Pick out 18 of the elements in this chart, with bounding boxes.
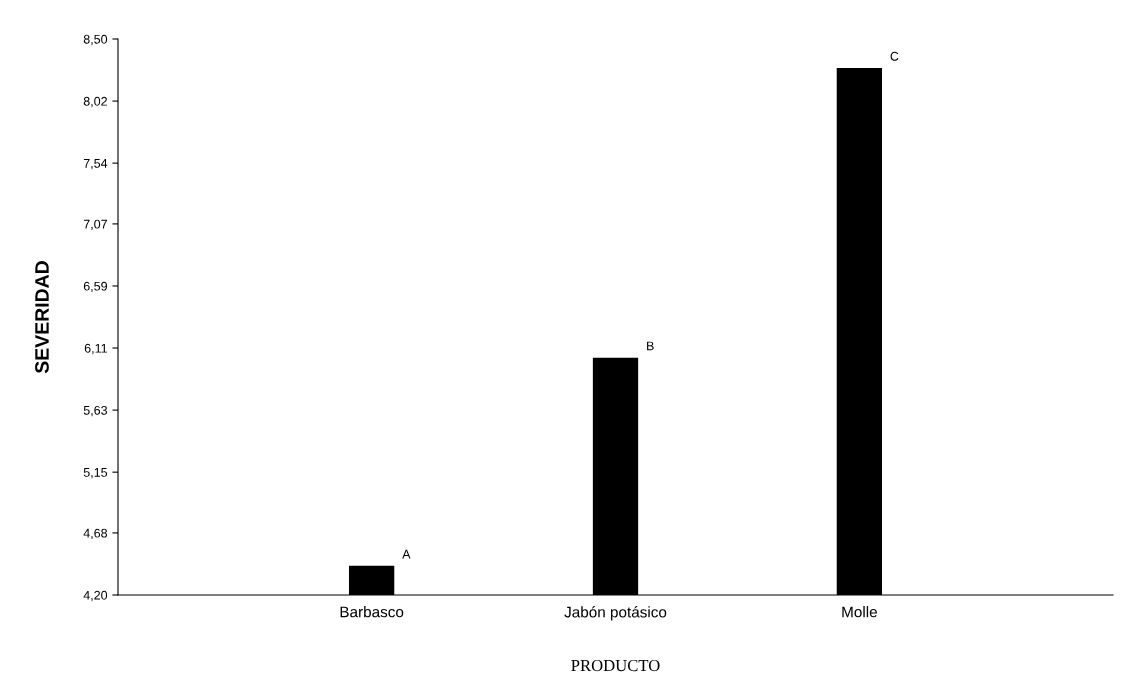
- y-axis-title: SEVERIDAD: [35, 261, 49, 374]
- y-tick-label: 8,50: [83, 34, 108, 46]
- x-tick-label: Molle: [842, 606, 877, 618]
- annotation: A: [402, 549, 411, 559]
- y-tick-label: 4,68: [83, 528, 108, 540]
- y-tick-label: 7,54: [83, 159, 108, 170]
- annotation: B: [647, 341, 654, 351]
- y-tick-label: 7,07: [83, 219, 107, 231]
- x-tick-label: Barbasco: [340, 606, 404, 618]
- y-tick-label: 5,15: [83, 468, 108, 479]
- y-tick-label: 6,59: [83, 281, 107, 293]
- x-tick-label: Jabón potásico: [564, 606, 667, 621]
- y-tick-label: 8,02: [83, 96, 107, 108]
- annotation: C: [890, 51, 899, 61]
- y-tick-label: 5,63: [83, 405, 108, 417]
- y-tick-label: 4,20: [83, 590, 108, 602]
- x-axis-title: PRODUCTO: [571, 659, 660, 672]
- y-tick-label: 6,11: [84, 343, 107, 355]
